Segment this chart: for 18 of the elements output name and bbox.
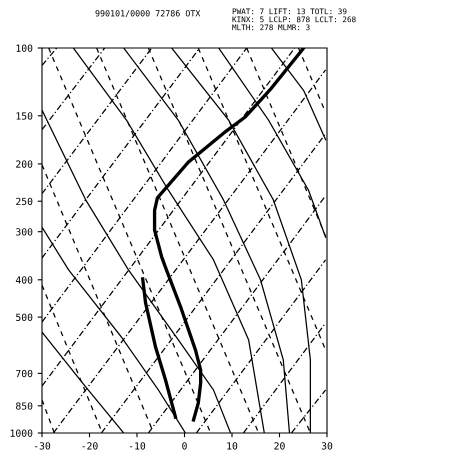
x-tick-label: 10 [227,442,238,450]
y-tick-label: 150 [16,112,32,120]
y-tick-label: 200 [16,160,32,168]
x-tick-label: 0 [182,442,187,450]
y-tick-label: 850 [16,402,32,410]
y-tick-label: 1000 [10,430,32,437]
y-tick-label: 250 [16,198,32,206]
y-tick-label: 500 [16,314,32,321]
y-tick-label: 100 [16,44,32,52]
x-tick-label: 20 [274,442,285,450]
y-tick-label: 300 [16,228,32,236]
x-tick-label: -10 [130,442,146,450]
x-tick-label: -30 [34,442,50,450]
y-tick-label: 700 [16,370,32,378]
x-tick-label: 30 [322,442,332,450]
y-tick-label: 400 [16,276,32,284]
text: 990101/0000 72786 OTX [96,10,200,18]
x-tick-label: -20 [82,442,98,450]
